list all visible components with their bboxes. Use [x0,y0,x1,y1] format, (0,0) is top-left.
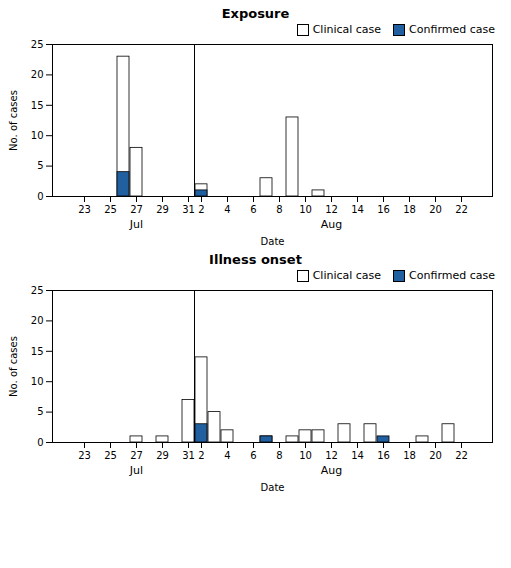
svg-text:10: 10 [299,450,312,461]
svg-text:31: 31 [182,204,195,215]
svg-text:12: 12 [325,204,338,215]
svg-text:25: 25 [104,450,117,461]
svg-text:8: 8 [276,450,282,461]
svg-text:Date: Date [261,482,285,493]
svg-text:No. of cases: No. of cases [8,336,19,397]
svg-text:0: 0 [37,191,43,202]
svg-text:5: 5 [37,406,43,417]
svg-text:31: 31 [182,450,195,461]
svg-text:23: 23 [78,450,91,461]
svg-text:15: 15 [31,346,44,357]
svg-text:15: 15 [31,100,44,111]
html-text:Exposure: Exposure [221,6,290,21]
svg-text:10: 10 [31,376,44,387]
svg-text:16: 16 [377,204,390,215]
svg-text:23: 23 [78,204,91,215]
html-text:Confirmed case: Confirmed case [409,23,495,36]
svg-text:14: 14 [351,450,364,461]
svg-text:20: 20 [31,315,44,326]
svg-text:22: 22 [455,204,468,215]
svg-text:27: 27 [130,450,143,461]
html-text:Clinical case: Clinical case [312,23,382,36]
svg-text:8: 8 [276,204,282,215]
svg-text:25: 25 [31,285,44,296]
svg-text:18: 18 [403,204,416,215]
svg-text:Jul: Jul [129,464,143,477]
svg-text:20: 20 [31,69,44,80]
svg-text:29: 29 [156,204,169,215]
svg-text:Date: Date [261,236,285,247]
svg-text:Aug: Aug [321,464,342,477]
svg-text:29: 29 [156,450,169,461]
svg-text:22: 22 [455,450,468,461]
svg-text:20: 20 [429,204,442,215]
svg-text:20: 20 [429,450,442,461]
svg-text:10: 10 [31,130,44,141]
html-text:Confirmed case: Confirmed case [409,269,495,282]
svg-text:25: 25 [31,39,44,50]
svg-text:14: 14 [351,204,364,215]
svg-text:Jul: Jul [129,218,143,231]
svg-text:5: 5 [37,160,43,171]
svg-text:6: 6 [250,450,256,461]
svg-text:18: 18 [403,450,416,461]
svg-text:2: 2 [198,204,204,215]
svg-text:0: 0 [37,437,43,448]
html-text:Clinical case: Clinical case [312,269,382,282]
svg-text:No. of cases: No. of cases [8,90,19,151]
svg-text:12: 12 [325,450,338,461]
svg-text:Aug: Aug [321,218,342,231]
svg-text:4: 4 [224,204,230,215]
svg-text:6: 6 [250,204,256,215]
svg-text:4: 4 [224,450,230,461]
svg-text:25: 25 [104,204,117,215]
svg-text:27: 27 [130,204,143,215]
svg-text:16: 16 [377,450,390,461]
svg-text:10: 10 [299,204,312,215]
html-text:Illness onset: Illness onset [209,252,302,267]
svg-text:2: 2 [198,450,204,461]
